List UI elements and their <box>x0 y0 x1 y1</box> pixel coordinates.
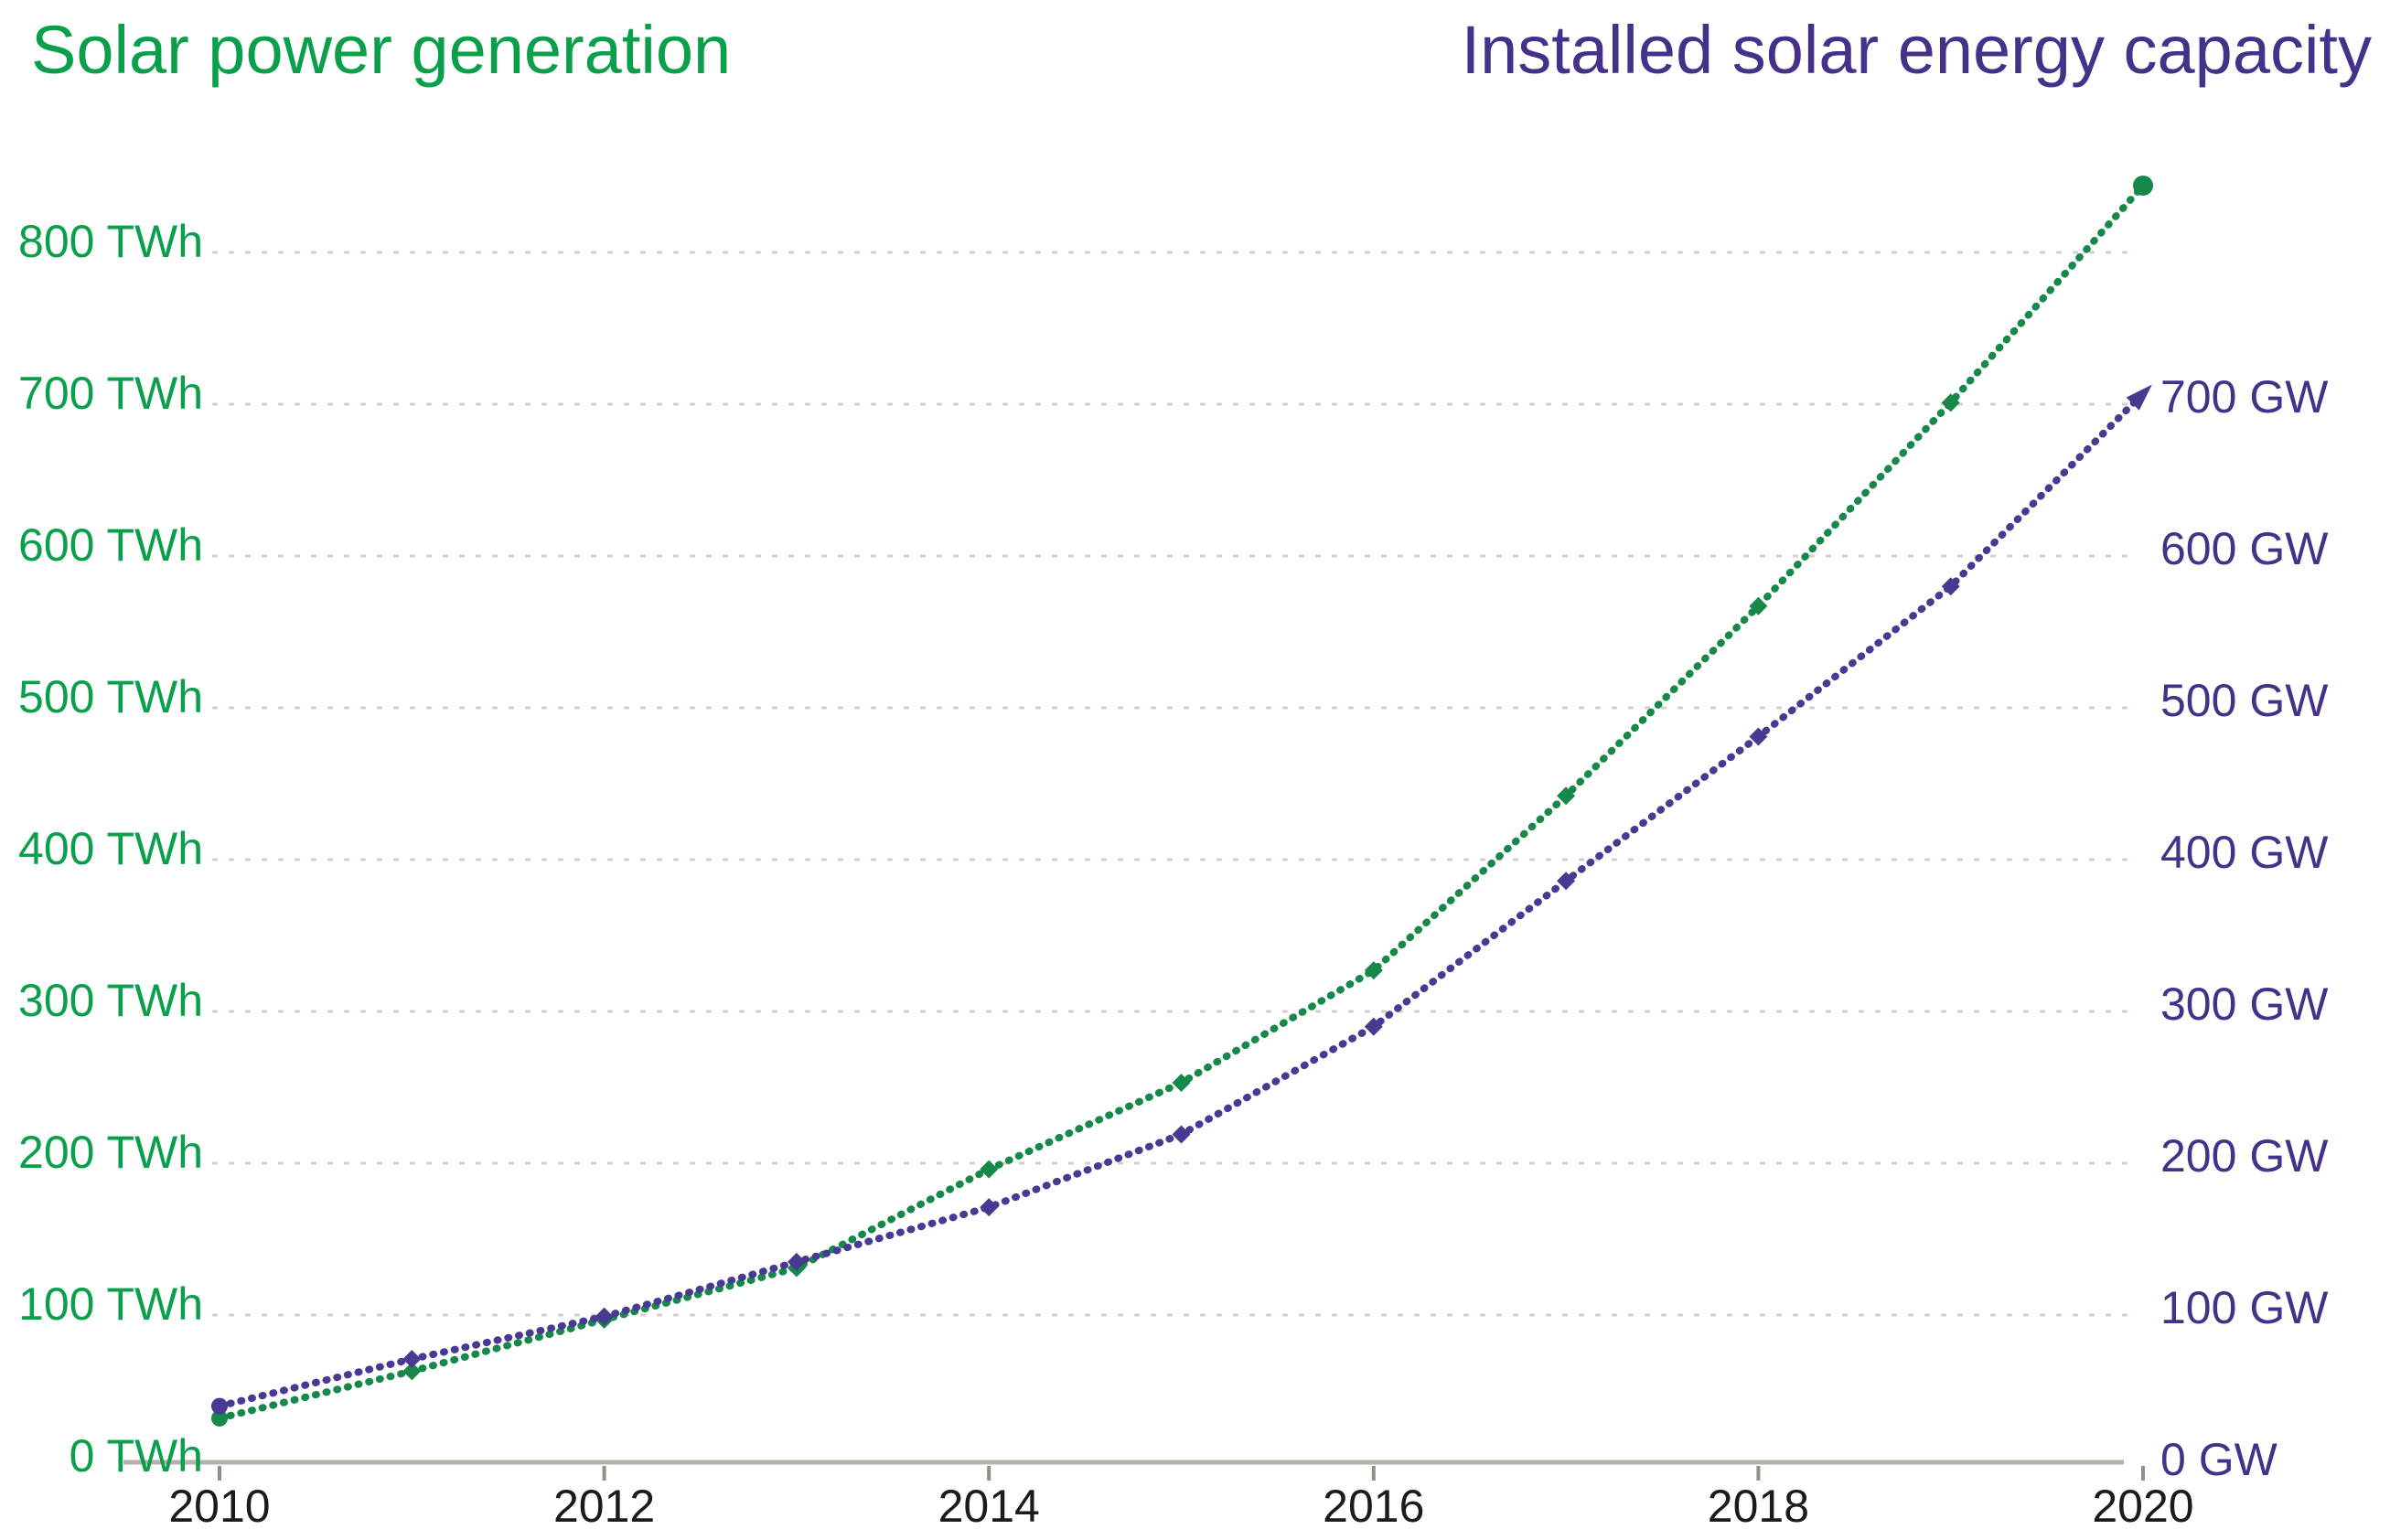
data-point-marker <box>211 1409 228 1427</box>
y-axis-label-right: 300 GW <box>2160 979 2329 1030</box>
data-point-marker <box>1941 393 1960 412</box>
y-axis-label-left: 300 TWh <box>18 975 203 1026</box>
y-axis-label-left: 100 TWh <box>18 1278 203 1330</box>
data-point-marker <box>402 1362 422 1381</box>
y-axis-label-left: 0 TWh <box>70 1430 203 1481</box>
data-point-marker <box>1364 1017 1383 1036</box>
x-axis-label: 2018 <box>1708 1481 1809 1532</box>
x-axis-label: 2016 <box>1323 1481 1424 1532</box>
x-axis-label: 2020 <box>2092 1481 2193 1532</box>
y-axis-label-right: 700 GW <box>2160 371 2329 422</box>
y-axis-label-right: 0 GW <box>2160 1434 2278 1485</box>
y-axis-label-left: 700 TWh <box>18 368 203 419</box>
data-point-marker <box>1557 872 1576 891</box>
y-axis-label-right: 400 GW <box>2160 827 2329 878</box>
data-point-marker <box>402 1350 422 1369</box>
series-capacity-line <box>216 390 2147 1410</box>
data-point-marker <box>1172 1074 1191 1093</box>
x-axis-label: 2014 <box>938 1481 1040 1532</box>
y-axis-label-left: 800 TWh <box>18 216 203 267</box>
y-axis-label-left: 400 TWh <box>18 823 203 874</box>
y-axis-label-right: 500 GW <box>2160 675 2329 726</box>
x-axis-label: 2012 <box>553 1481 655 1532</box>
data-point-marker <box>787 1252 806 1271</box>
y-axis-label-left: 200 TWh <box>18 1127 203 1178</box>
y-axis-label-right: 600 GW <box>2160 523 2329 574</box>
y-axis-label-left: 600 TWh <box>18 519 203 571</box>
series-generation-line <box>216 181 2147 1422</box>
data-point-marker <box>1941 577 1960 596</box>
data-point-marker <box>980 1160 999 1179</box>
data-point-marker <box>1749 596 1768 615</box>
data-point-marker <box>1172 1125 1191 1144</box>
right-series-title: Installed solar energy capacity <box>1461 12 2372 88</box>
data-point-marker <box>595 1307 614 1326</box>
x-axis-label: 2010 <box>168 1481 270 1532</box>
y-axis-label-left: 500 TWh <box>18 671 203 722</box>
y-axis-label-right: 100 GW <box>2160 1282 2329 1333</box>
data-point-marker <box>211 1397 228 1415</box>
data-point-marker <box>1557 786 1576 806</box>
line-end-arrow <box>2126 384 2152 411</box>
y-axis-label-right: 200 GW <box>2160 1130 2329 1182</box>
data-point-marker <box>1749 727 1768 746</box>
data-point-marker <box>1364 961 1383 980</box>
left-series-title: Solar power generation <box>31 12 732 88</box>
data-point-marker <box>980 1198 999 1217</box>
line-end-dot <box>2133 175 2153 196</box>
